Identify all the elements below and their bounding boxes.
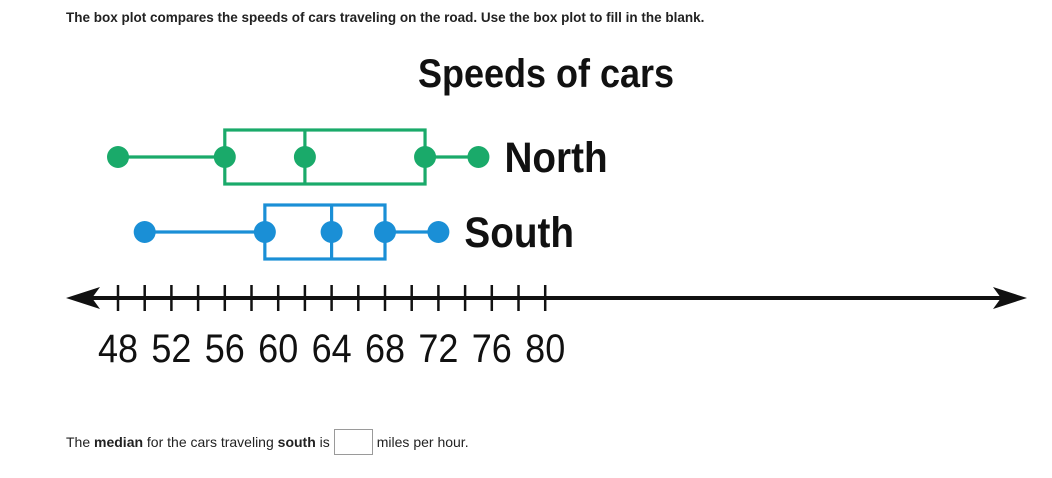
tick-label-76: 76 <box>472 327 512 371</box>
fill-in-question: The median for the cars traveling south … <box>66 428 469 456</box>
question-text-start: The <box>66 434 95 450</box>
tick-label-60: 60 <box>258 327 298 371</box>
north-point-min <box>107 146 129 168</box>
question-text-is: is <box>315 434 330 450</box>
south-point-median <box>320 221 343 243</box>
north-point-max <box>467 146 490 168</box>
median-answer-input[interactable] <box>333 429 373 455</box>
tick-label-72: 72 <box>418 327 458 371</box>
question-bold-south: south <box>277 434 316 450</box>
chart-title: Speeds of cars <box>418 52 674 96</box>
tick-label-48: 48 <box>98 327 138 371</box>
south-point-min <box>133 221 156 243</box>
instructions: The box plot compares the speeds of cars… <box>66 10 705 25</box>
question-bold-median: median <box>94 434 144 450</box>
south-point-q1 <box>253 221 276 243</box>
north-box <box>223 128 427 186</box>
tick-label-56: 56 <box>205 327 245 371</box>
north-point-q1 <box>213 146 236 168</box>
series-label-south: South <box>464 208 574 256</box>
south-point-q3 <box>374 221 396 243</box>
question-unit: miles per hour. <box>376 434 469 450</box>
north-point-median <box>293 146 316 168</box>
tick-label-68: 68 <box>365 327 405 371</box>
series-label-north: North <box>504 133 607 181</box>
tick-label-52: 52 <box>151 327 191 371</box>
tick-label-80: 80 <box>525 327 565 371</box>
question-text-middle: for the cars traveling <box>143 434 278 450</box>
box-plot-chart: Speeds of cars 48 52 56 60 64 68 72 76 80 North So… <box>66 52 1027 371</box>
south-point-max <box>427 221 450 243</box>
north-point-q3 <box>414 146 437 168</box>
axis-arrow-right <box>993 287 1027 309</box>
tick-label-64: 64 <box>312 327 352 371</box>
axis-arrow-left <box>66 287 100 309</box>
